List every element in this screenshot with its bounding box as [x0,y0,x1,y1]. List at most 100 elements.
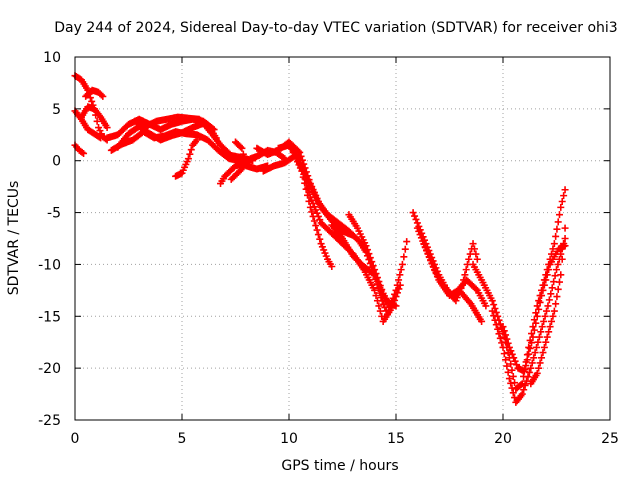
data-point [525,343,533,351]
data-point [532,319,540,327]
data-point [508,350,516,358]
data-point [502,331,510,339]
data-point [507,347,515,355]
data-point [551,272,559,280]
data-point [78,148,86,156]
y-tick-label: -5 [47,206,61,222]
data-point [557,271,565,279]
data-point [310,217,318,225]
x-tick-label: 20 [494,431,512,447]
data-point [530,326,538,334]
data-point [525,368,533,376]
series-track-d [77,103,111,132]
data-point [425,253,433,261]
data-point [376,307,384,315]
data-point [553,225,561,233]
data-point [558,198,566,206]
series-track-x [488,235,569,406]
data-point [411,212,419,220]
data-point [328,263,336,271]
data-point [533,343,541,351]
plot-frame [74,56,611,421]
series-track-i [131,113,220,142]
data-point [504,368,512,376]
data-point [363,246,371,254]
chart-title: Day 244 of 2024, Sidereal Day-to-day VTE… [54,20,617,36]
data-point [521,381,529,389]
data-point [561,186,569,194]
data-point [496,334,504,342]
data-point [535,364,543,372]
series-track-z [499,242,569,375]
data-point [396,271,404,279]
data-point [510,354,518,362]
data-point [528,339,536,347]
data-point [299,173,307,181]
data-point [428,259,436,267]
data-point [523,356,531,364]
data-point [546,323,554,331]
data-point [417,234,425,242]
data-point [187,146,195,154]
data-point [395,285,403,293]
data-point [508,366,516,374]
data-point [540,343,548,351]
data-point [470,245,478,253]
data-point [561,224,569,232]
data-point [97,91,105,99]
data-point [421,243,429,251]
data-point [539,286,547,294]
data-point [397,266,405,274]
data-point [554,218,562,226]
data-point [553,266,560,274]
data-point [550,240,558,248]
data-point [398,260,406,268]
data-point [95,133,103,141]
data-point [520,386,528,394]
data-point [491,316,499,324]
x-tick-label: 25 [601,431,619,447]
data-point [503,362,511,370]
data-point [478,317,486,325]
data-point [465,255,473,263]
data-point [366,254,374,262]
data-point [312,206,320,214]
data-point [555,211,563,219]
data-point [504,339,512,347]
data-point [395,276,403,284]
data-point [80,149,88,157]
data-point [306,203,314,211]
data-point [371,266,379,274]
series-track-q [289,148,336,271]
data-point [97,134,105,142]
data-point [526,344,534,352]
data-point [555,278,563,286]
data-point [375,302,383,310]
data-points [71,72,569,406]
data-point [93,117,101,125]
data-point [316,235,324,243]
data-point [373,297,381,305]
data-point [400,253,408,261]
data-point [416,231,424,239]
data-point [186,150,194,158]
data-point [518,390,526,398]
data-point [392,302,400,310]
series-track-c [82,86,107,100]
data-point [552,232,560,240]
y-tick-label: -25 [38,413,61,429]
data-point [376,282,384,290]
data-point [309,212,317,220]
data-point [537,328,545,336]
data-point [548,317,556,325]
data-point [507,360,515,368]
data-point [482,302,490,310]
data-point [375,278,383,286]
data-point [534,338,542,346]
data-point [492,321,500,329]
series-track-j [172,136,201,180]
data-point [316,216,324,224]
data-point [525,350,533,358]
data-point [396,281,404,289]
data-point [529,333,537,341]
